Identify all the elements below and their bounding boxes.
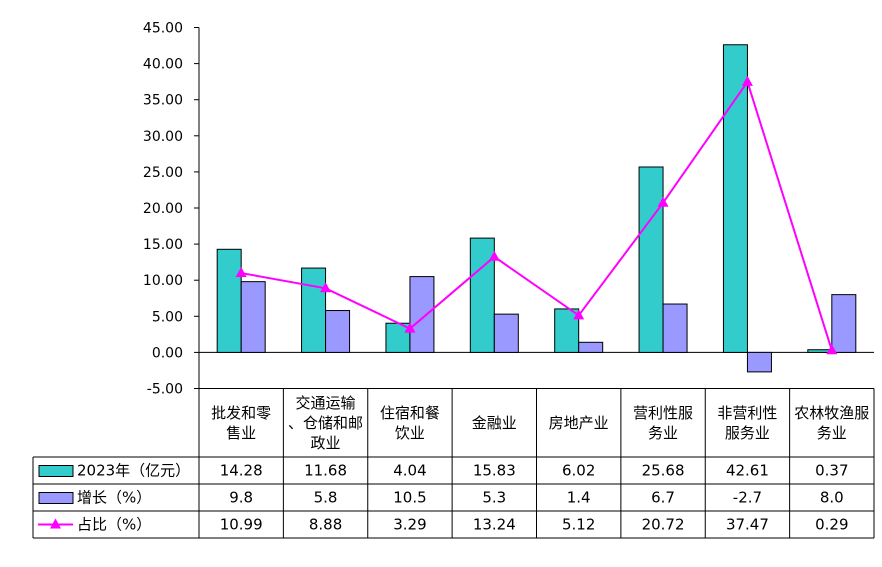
cell-s2-2: 3.29	[393, 516, 426, 534]
cell-s0-1: 11.68	[304, 462, 347, 480]
cell-s2-1: 8.88	[309, 516, 342, 534]
share-line	[241, 79, 833, 351]
cell-s2-0: 10.99	[220, 516, 263, 534]
cell-s2-7: 0.29	[815, 516, 848, 534]
category-label-3: 金融业	[472, 414, 517, 432]
category-label-4: 房地产业	[549, 414, 609, 432]
cell-s0-0: 14.28	[220, 462, 263, 480]
cell-s0-2: 4.04	[393, 462, 426, 480]
category-label-0: 批发和零售业	[211, 404, 271, 442]
bar-s0-4	[554, 308, 580, 353]
cell-s1-1: 5.8	[314, 489, 338, 507]
share-marker-3	[488, 250, 500, 261]
share-marker-5	[657, 196, 669, 207]
bar-s1-4	[578, 341, 604, 353]
cell-s0-7: 0.37	[815, 462, 848, 480]
cell-s2-6: 37.47	[726, 516, 769, 534]
share-marker-2	[404, 322, 416, 333]
y-tick-label: -5.00	[147, 382, 183, 398]
cell-s2-5: 20.72	[642, 516, 685, 534]
cell-s1-7: 8.0	[820, 489, 844, 507]
bar-s0-3	[469, 237, 495, 353]
y-tick-label: 10.00	[143, 273, 183, 289]
category-label-1: 交通运输、仓储和邮政业	[288, 394, 363, 452]
y-tick-label: 45.00	[143, 21, 183, 37]
y-tick-label: 0.00	[152, 345, 183, 361]
cell-s1-5: 6.7	[651, 489, 675, 507]
y-tick-label: 35.00	[143, 93, 183, 109]
bar-s1-5	[662, 303, 688, 353]
share-marker-4	[573, 309, 585, 320]
bar-s0-0	[216, 248, 242, 353]
y-tick-label: 15.00	[143, 237, 183, 253]
category-label-6: 非营利性服务业	[717, 404, 777, 442]
bar-s1-2	[409, 276, 435, 353]
legend-label-0: 2023年（亿元）	[77, 462, 190, 480]
category-label-7: 农林牧渔服务业	[794, 404, 869, 442]
cell-s2-3: 13.24	[473, 516, 516, 534]
y-tick-label: 5.00	[152, 309, 183, 325]
bar-s1-3	[493, 313, 519, 353]
cell-s1-4: 1.4	[567, 489, 591, 507]
cell-s0-6: 42.61	[726, 462, 769, 480]
cell-s1-3: 5.3	[482, 489, 506, 507]
line-series	[235, 75, 838, 355]
bar-s0-1	[301, 267, 327, 353]
cell-s0-4: 6.02	[562, 462, 595, 480]
cell-s0-5: 25.68	[642, 462, 685, 480]
legend-key-0	[38, 465, 74, 477]
cell-s0-3: 15.83	[473, 462, 516, 480]
y-tick-label: 30.00	[143, 129, 183, 145]
legend-label-2: 占比（%）	[77, 516, 151, 534]
share-marker-7	[826, 344, 838, 355]
cell-s2-4: 5.12	[562, 516, 595, 534]
bar-s1-1	[325, 310, 351, 353]
bar-s0-6	[722, 44, 748, 353]
cell-s1-6: -2.7	[733, 489, 762, 507]
category-label-5: 营利性服务业	[633, 404, 693, 442]
share-marker-6	[741, 75, 753, 86]
y-tick-label: 20.00	[143, 201, 183, 217]
cell-s1-2: 10.5	[393, 489, 426, 507]
bar-s1-6	[746, 351, 772, 373]
cell-s1-0: 9.8	[229, 489, 253, 507]
y-tick-label: 25.00	[143, 165, 183, 181]
y-tick-label: 40.00	[143, 57, 183, 73]
legend-label-1: 增长（%）	[77, 489, 151, 507]
bars	[216, 44, 857, 373]
share-marker-1	[320, 282, 332, 293]
category-label-2: 住宿和餐饮业	[380, 404, 440, 442]
legend-key-marker	[50, 518, 61, 529]
share-marker-0	[235, 267, 247, 278]
bar-s0-5	[638, 166, 664, 353]
bar-s1-7	[831, 294, 857, 353]
legend-key-1	[38, 492, 74, 504]
bar-s1-0	[240, 281, 266, 353]
